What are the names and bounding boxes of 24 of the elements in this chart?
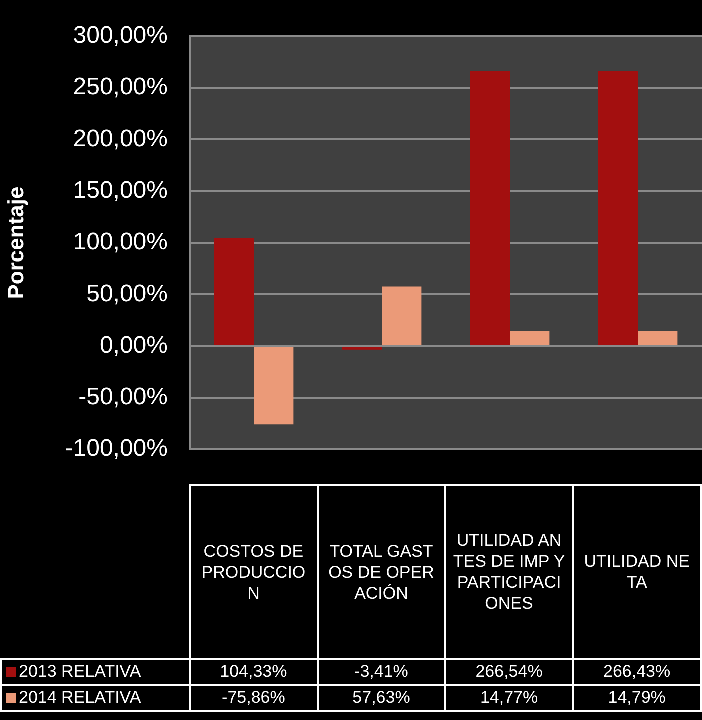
y-tick-label: 0,00% (100, 332, 168, 359)
y-tick-label: 300,00% (73, 22, 168, 50)
x-tick-label: UTILIDAD ANTES DE IMP Y PARTICIPACIONES (445, 485, 574, 659)
y-tick-label: 200,00% (73, 125, 168, 152)
y-tick-label: 100,00% (73, 228, 168, 256)
data-label: -75,86% (190, 685, 318, 711)
x-tick-label: COSTOS DE PRODUCCION (190, 485, 318, 659)
data-label: 14,79% (573, 685, 701, 711)
y-tick-label: -100,00% (65, 435, 168, 462)
legend-label: 2013 RELATIVA (1, 659, 190, 685)
data-label: -3,41% (318, 659, 446, 685)
data-label: 266,54% (445, 659, 574, 685)
x-tick-label: UTILIDAD NETA (573, 485, 701, 659)
y-tick-label: 50,00% (86, 280, 168, 308)
x-tick-label: TOTAL GASTOS DE OPERACIÓN (318, 485, 446, 659)
data-label: 104,33% (190, 659, 318, 685)
y-tick-label: -50,00% (78, 384, 168, 411)
data-label: 14,77% (445, 685, 574, 711)
legend-label: 2014 RELATIVA (1, 685, 190, 711)
y-tick-label: 250,00% (73, 74, 168, 101)
y-tick-label: 150,00% (73, 176, 168, 204)
data-label: 266,43% (573, 659, 701, 685)
data-label: 57,63% (318, 685, 446, 711)
y-axis-title: Porcentaje (3, 186, 28, 300)
